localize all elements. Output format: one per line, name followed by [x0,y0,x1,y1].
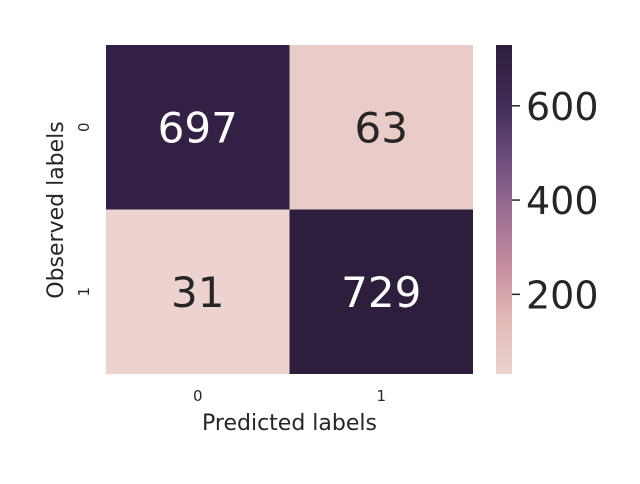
y-tick-labels: 01 [75,122,93,296]
cell-annotation-1-0: 31 [171,268,224,317]
heatmap-cells [106,45,473,374]
heatmap-cell-0-1 [289,45,473,210]
heatmap-cell-1-1 [289,209,473,374]
cell-annotation-0-0: 697 [158,103,238,152]
y-tick-label-1: 1 [75,287,93,297]
y-tick-label-0: 0 [75,122,93,132]
colorbar [496,45,512,374]
y-axis-label: Observed labels [44,121,69,299]
x-tick-label-1: 1 [376,387,386,405]
cell-annotations: 697 63 31 729 [158,103,422,317]
x-tick-label-0: 0 [193,387,203,405]
colorbar-tick-label-2: 600 [526,85,599,129]
heatmap-cell-1-0 [106,209,290,374]
cell-annotation-1-1: 729 [341,268,421,317]
heatmap-cell-0-0 [106,45,290,210]
cell-annotation-0-1: 63 [355,103,408,152]
x-axis-label: Predicted labels [202,411,377,436]
colorbar-ticks: 200 400 600 [512,85,599,317]
colorbar-tick-label-1: 400 [526,179,599,223]
colorbar-tick-label-0: 200 [526,273,599,317]
